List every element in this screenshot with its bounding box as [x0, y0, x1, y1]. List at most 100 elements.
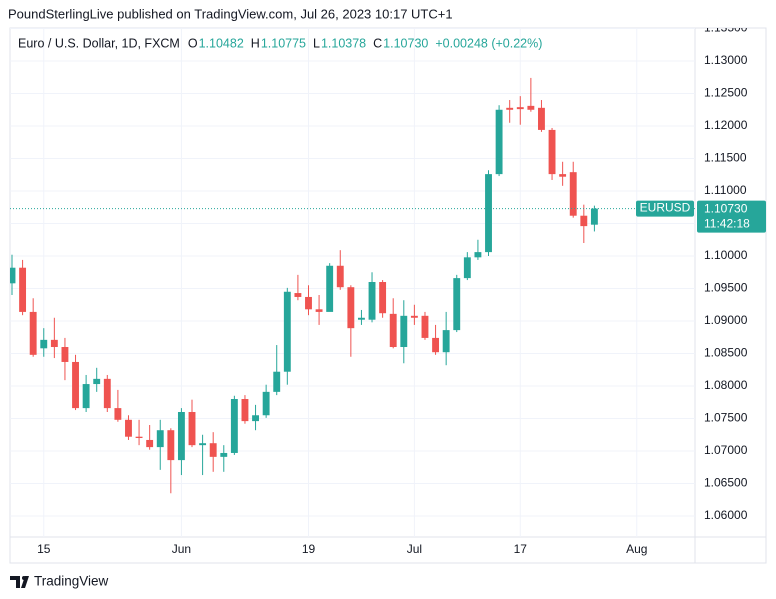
candle-body — [442, 330, 450, 353]
y-tick-label: 1.07500 — [704, 411, 748, 425]
candle-body — [357, 317, 365, 320]
candle-body — [177, 412, 185, 461]
x-tick-label: 17 — [514, 542, 528, 556]
frame — [9, 27, 767, 564]
candle-body — [241, 399, 249, 422]
symbol-tag: EURUSD — [640, 201, 691, 215]
chart-title: PoundSterlingLive published on TradingVi… — [8, 6, 453, 21]
countdown: 11:42:18 — [704, 217, 750, 231]
brand: TradingView — [10, 574, 109, 589]
ohlc-key: O — [188, 36, 198, 50]
logo — [10, 576, 29, 588]
brand-name: TradingView — [34, 574, 109, 589]
candle-body — [273, 371, 281, 392]
candle-body — [516, 107, 524, 110]
candle-body — [347, 287, 355, 329]
candle-body — [199, 443, 207, 446]
y-tick-label: 1.06500 — [704, 476, 748, 490]
candle-body — [495, 109, 503, 175]
y-tick-label: 1.06000 — [704, 508, 748, 522]
x-tick-label: Jul — [407, 542, 422, 556]
ohlc-value: 1.10775 — [261, 36, 306, 50]
ohlc-key: C — [373, 36, 382, 50]
ohlc-value: 1.10730 — [383, 36, 428, 50]
logo-dot — [22, 576, 26, 580]
candle-body — [305, 296, 312, 310]
candle-body — [463, 257, 471, 279]
y-tick-label: 1.13500 — [704, 21, 748, 35]
candle-body — [230, 399, 238, 453]
candle-body — [93, 378, 101, 385]
candle-body — [400, 315, 408, 348]
candle-body — [188, 412, 196, 446]
ohlc-key: H — [251, 36, 260, 50]
candle-body — [156, 430, 164, 448]
ohlc-key: L — [313, 36, 320, 50]
candle-body — [262, 391, 270, 416]
change: +0.00248 (+0.22%) — [435, 36, 542, 50]
candle-body — [10, 267, 16, 284]
candle-body — [474, 252, 482, 258]
candle-body — [538, 107, 545, 130]
candle-body — [580, 215, 588, 227]
y-tick-label: 1.13000 — [704, 53, 748, 67]
x-tick-label: 15 — [37, 542, 51, 556]
candle-body — [569, 172, 577, 216]
candle-body — [220, 452, 228, 457]
price-axis: 1.06000 1.06500 1.07000 1.07500 1.08000 1.085… — [704, 21, 748, 522]
candle-body — [326, 265, 334, 312]
candle-body — [294, 293, 302, 297]
candle-body — [103, 378, 111, 409]
y-tick-label: 1.07000 — [704, 443, 748, 457]
candle-body — [72, 361, 79, 409]
x-tick-label: Jun — [172, 542, 191, 556]
legend: Euro / U.S. Dollar, 1D, FXCM O 1.10482 H 1.… — [18, 36, 542, 50]
price-tag-bg — [697, 200, 766, 233]
candle-body — [19, 267, 27, 312]
candle-body — [315, 309, 323, 312]
candle-body — [389, 313, 397, 348]
candle-body — [252, 415, 259, 422]
candle-body — [506, 107, 514, 110]
y-tick-label: 1.09000 — [704, 313, 748, 327]
candle-body — [283, 291, 291, 372]
x-tick-label: 19 — [302, 542, 316, 556]
candle-body — [590, 208, 598, 225]
candle-body — [421, 315, 429, 338]
candle-body — [559, 174, 567, 177]
candle-body — [61, 347, 69, 362]
candle-body — [485, 174, 492, 253]
candle-body — [50, 339, 58, 348]
symbol-tag-bg — [636, 200, 694, 217]
time-axis: 15 Jun 19 Jul 17 Aug — [37, 542, 647, 556]
y-tick-label: 1.12000 — [704, 118, 748, 132]
candle-body — [135, 436, 143, 439]
candle-body — [82, 384, 90, 409]
candle-body — [125, 419, 132, 437]
candle-body — [40, 339, 48, 349]
candle-body — [209, 443, 217, 457]
candle-body — [432, 337, 440, 353]
x-tick-label: Aug — [626, 542, 647, 556]
y-tick-label: 1.11000 — [704, 183, 747, 197]
candle-body — [336, 265, 344, 288]
candle-body — [114, 408, 122, 420]
price-tag-value: 1.10730 — [704, 202, 748, 216]
y-tick-label: 1.09500 — [704, 281, 748, 295]
grid — [10, 28, 695, 537]
candle-body — [453, 278, 461, 331]
y-tick-label: 1.12500 — [704, 86, 748, 100]
y-tick-label: 1.10000 — [704, 248, 748, 262]
symbol: Euro / U.S. Dollar, 1D, FXCM — [18, 36, 180, 50]
ohlc-value: 1.10482 — [199, 36, 244, 50]
candle-body — [527, 105, 535, 110]
candle-body — [548, 129, 556, 175]
y-tick-label: 1.11500 — [704, 151, 747, 165]
y-tick-label: 1.08500 — [704, 346, 748, 360]
candle-body — [29, 311, 37, 355]
ohlc-value: 1.10378 — [321, 36, 366, 50]
y-tick-label: 1.08000 — [704, 378, 748, 392]
